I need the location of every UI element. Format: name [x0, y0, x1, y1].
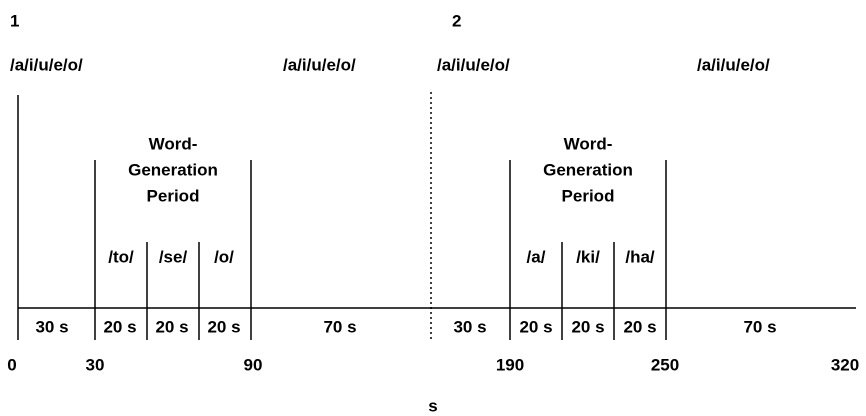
vowel-label: /a/i/u/e/o/: [10, 55, 83, 74]
time-label: 90: [244, 355, 263, 374]
duration: 20 s: [623, 317, 656, 336]
duration: 30 s: [35, 317, 68, 336]
time-label: 320: [831, 355, 859, 374]
syllable: /to/: [108, 247, 134, 266]
duration: 20 s: [155, 317, 188, 336]
syllable: /a/: [527, 247, 546, 266]
period-label: Generation: [128, 160, 218, 179]
time-label: 250: [651, 355, 679, 374]
duration: 70 s: [323, 317, 356, 336]
time-label: 30: [86, 355, 105, 374]
period-label: Period: [147, 186, 200, 205]
vowel-label: /a/i/u/e/o/: [437, 55, 510, 74]
period-label: Word-: [564, 134, 613, 153]
duration: 70 s: [743, 317, 776, 336]
unit-label: s: [428, 396, 437, 415]
duration: 20 s: [207, 317, 240, 336]
period-label: Period: [562, 186, 615, 205]
duration: 30 s: [453, 317, 486, 336]
syllable: /o/: [214, 247, 234, 266]
syllable: /ha/: [625, 247, 655, 266]
duration: 20 s: [519, 317, 552, 336]
panel-label: 2: [452, 11, 461, 30]
syllable: /se/: [159, 247, 188, 266]
labels: 1/a/i/u/e/o/ /a/i/u/e/o/Word- Generation Pe…: [7, 11, 859, 415]
period-label: Word-: [149, 134, 198, 153]
duration: 20 s: [571, 317, 604, 336]
vowel-label: /a/i/u/e/o/: [697, 55, 770, 74]
period-label: Generation: [543, 160, 633, 179]
syllable: /ki/: [576, 247, 600, 266]
time-label: 0: [7, 355, 16, 374]
vowel-label: /a/i/u/e/o/: [283, 55, 356, 74]
time-label: 190: [496, 355, 524, 374]
duration: 20 s: [103, 317, 136, 336]
panel-label: 1: [10, 11, 19, 30]
